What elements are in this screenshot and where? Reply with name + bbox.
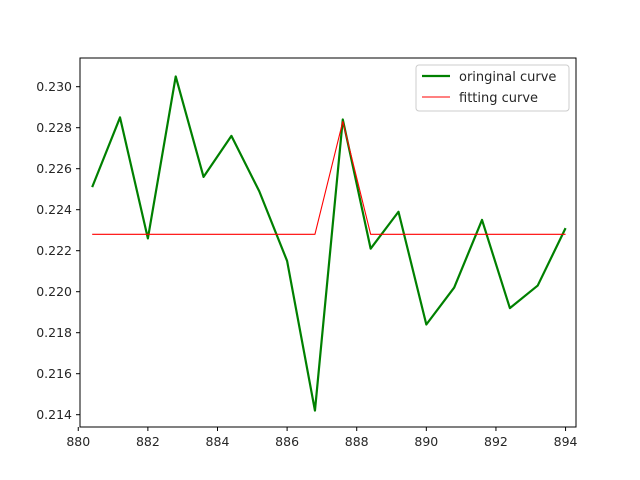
y-tick-label: 0.218 — [36, 325, 72, 340]
x-axis: 880 882 884 886 888 890 892 894 — [66, 427, 578, 449]
x-tick-label: 894 — [554, 434, 578, 449]
x-tick-label: 884 — [206, 434, 230, 449]
y-axis: 0.214 0.216 0.218 0.220 0.222 0.224 0.226 0.228… — [36, 79, 80, 422]
y-tick-label: 0.226 — [36, 161, 72, 176]
y-tick-label: 0.220 — [36, 284, 72, 299]
legend: oringinal curve fitting curve — [415, 64, 570, 112]
y-tick-label: 0.216 — [36, 366, 72, 381]
legend-label: fitting curve — [459, 91, 538, 106]
x-tick-label: 888 — [345, 434, 369, 449]
y-tick-label: 0.228 — [36, 120, 72, 135]
series-line-fitting-curve — [92, 121, 566, 235]
plot-frame — [79, 57, 577, 428]
y-tick-label: 0.214 — [36, 407, 72, 422]
x-tick-label: 882 — [136, 434, 160, 449]
legend-label: oringinal curve — [459, 70, 556, 85]
y-tick-label: 0.230 — [36, 79, 72, 94]
y-tick-label: 0.224 — [36, 202, 72, 217]
plot-lines — [91, 75, 567, 412]
legend-box — [415, 64, 570, 112]
x-tick-label: 892 — [484, 434, 508, 449]
x-tick-label: 886 — [275, 434, 299, 449]
y-tick-label: 0.222 — [36, 243, 72, 258]
x-tick-label: 880 — [66, 434, 90, 449]
series-line-original-curve — [91, 75, 567, 412]
x-tick-label: 890 — [414, 434, 438, 449]
